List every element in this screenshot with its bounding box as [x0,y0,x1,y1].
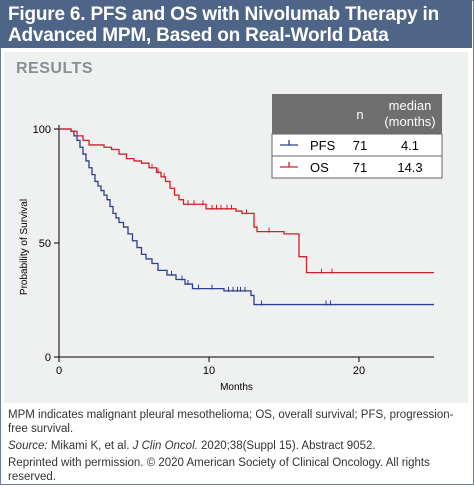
legend-header-median-line2: (months) [384,114,435,129]
y-tick-label: 100 [33,124,51,136]
source-journal: J Clin Oncol. [132,440,198,452]
reprint-notice: Reprinted with permission. © 2020 Americ… [8,457,430,483]
km-chart: 0 50 100 0 10 20 Months Probability of Survival… [19,94,443,393]
pfs-legend-name: PFS [310,138,336,153]
y-tick-label: 50 [39,238,51,250]
section-label: RESULTS [16,60,93,77]
figure-title-line-2: Advanced MPM, Based on Real-World Data [8,25,389,46]
figure-footer: MPM indicates malignant pleural mesothel… [8,408,468,487]
os-curve [59,128,434,274]
x-tick-label: 20 [353,365,365,377]
y-axis-title: Probability of Survival [19,199,30,295]
os-legend-n: 71 [353,160,367,175]
source-label: Source: [8,440,48,452]
pfs-legend-symbol [280,140,298,146]
figure-title-line-1: Figure 6. PFS and OS with Nivolumab Ther… [8,4,440,25]
x-tick-label: 10 [203,365,215,377]
pfs-curve [59,128,434,306]
source-citation: Source: Mikami K, et al. J Clin Oncol. 2… [8,439,468,453]
pfs-legend-n: 71 [353,138,367,153]
os-legend-name: OS [310,160,329,175]
source-authors: Mikami K, et al. [47,440,133,452]
legend-table-header [272,94,442,134]
legend-header-n: n [356,107,363,122]
x-axis-title: Months [220,382,253,393]
legend-header-median-line1: median [389,98,432,113]
abbreviation-note: MPM indicates malignant pleural mesothel… [8,409,454,435]
os-legend-symbol [280,162,298,168]
y-tick-label: 0 [45,352,51,364]
pfs-legend-median: 4.1 [401,138,419,153]
os-legend-median: 14.3 [397,160,422,175]
figure-header: Figure 6. PFS and OS with Nivolumab Ther… [0,0,472,48]
source-details: 2020;38(Suppl 15). Abstract 9052. [197,440,376,452]
x-tick-label: 0 [56,365,62,377]
